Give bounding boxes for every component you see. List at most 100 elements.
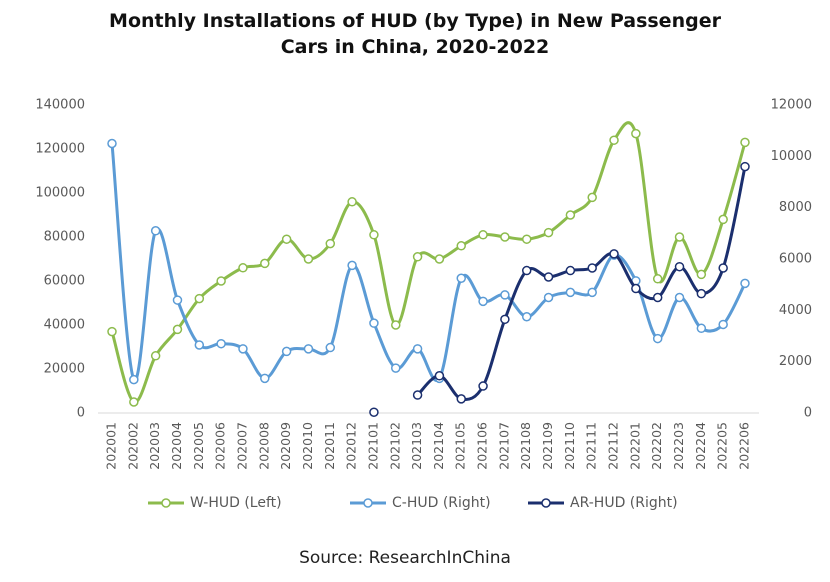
point xyxy=(347,197,357,207)
y2-tick-label: 0 xyxy=(804,406,812,421)
series-line xyxy=(110,143,747,383)
point xyxy=(521,234,532,244)
x-tick-label: 202006 xyxy=(213,422,228,470)
point xyxy=(150,351,161,361)
point xyxy=(107,138,117,149)
point xyxy=(652,274,663,284)
point xyxy=(696,269,707,280)
x-tick-label: 202202 xyxy=(649,422,664,470)
x-tick-label: 202009 xyxy=(278,422,293,470)
legend-marker xyxy=(363,498,373,508)
x-tick-label: 202101 xyxy=(365,422,380,470)
point xyxy=(500,232,510,242)
x-tick-label: 202110 xyxy=(562,422,577,470)
point xyxy=(216,276,226,286)
y2-tick-label: 12000 xyxy=(771,98,812,113)
x-tick-label: 202205 xyxy=(715,422,730,470)
point xyxy=(478,381,488,391)
point xyxy=(456,273,466,283)
point xyxy=(609,249,619,259)
y2-tick-label: 6000 xyxy=(779,252,812,267)
point xyxy=(718,319,728,330)
x-tick-label: 202004 xyxy=(169,422,184,470)
point xyxy=(194,293,205,304)
x-tick-label: 202206 xyxy=(737,422,752,470)
point xyxy=(434,371,445,381)
point xyxy=(478,230,488,240)
x-tick-label: 202111 xyxy=(584,422,599,470)
y-tick-label: 20000 xyxy=(44,362,85,377)
point xyxy=(696,323,707,334)
point xyxy=(521,265,532,276)
point xyxy=(521,312,532,322)
y-tick-label: 40000 xyxy=(44,318,85,333)
point xyxy=(412,252,423,262)
legend-label: W-HUD (Left) xyxy=(190,495,282,511)
x-tick-label: 202201 xyxy=(627,422,642,470)
point xyxy=(194,340,205,350)
y-tick-label: 140000 xyxy=(35,98,85,113)
legend-marker xyxy=(161,498,171,508)
point xyxy=(391,363,401,373)
point xyxy=(412,390,423,400)
y-tick-label: 0 xyxy=(77,406,85,421)
x-tick-label: 202203 xyxy=(671,422,686,470)
source: Source: ResearchInChina xyxy=(299,548,511,568)
x-tick-label: 202112 xyxy=(606,422,621,470)
point xyxy=(587,263,597,273)
y-tick-label: 60000 xyxy=(44,274,85,289)
point xyxy=(631,128,641,139)
x-tick-label: 202108 xyxy=(518,422,533,470)
point xyxy=(587,192,597,203)
point xyxy=(325,342,336,353)
x-tick-label: 202011 xyxy=(322,422,337,470)
point xyxy=(412,344,423,354)
point xyxy=(565,210,576,220)
x-tick-label: 202103 xyxy=(409,422,424,470)
x-tick-label: 202106 xyxy=(475,422,490,470)
x-tick-label: 202005 xyxy=(191,422,206,470)
x-tick-label: 202102 xyxy=(387,422,402,470)
y-tick-label: 80000 xyxy=(44,230,85,245)
point xyxy=(696,288,707,299)
x-tick-label: 202107 xyxy=(496,422,511,470)
point xyxy=(565,265,576,276)
x-tick-label: 202204 xyxy=(693,422,708,470)
chart-title: Monthly Installations of HUD (by Type) i… xyxy=(109,10,721,58)
point xyxy=(674,292,685,303)
point xyxy=(456,394,466,404)
point xyxy=(500,314,510,325)
x-tick-label: 202007 xyxy=(234,422,249,470)
point xyxy=(303,344,314,354)
point xyxy=(325,238,336,249)
point xyxy=(369,230,379,240)
point xyxy=(238,344,248,354)
x-tick-label: 202008 xyxy=(256,422,271,470)
y2-tick-label: 10000 xyxy=(771,149,812,164)
point xyxy=(587,287,597,298)
point xyxy=(674,261,685,272)
point xyxy=(260,373,270,384)
point xyxy=(129,374,139,385)
x-tick-label: 202109 xyxy=(540,422,555,470)
point xyxy=(631,283,641,294)
point xyxy=(369,407,379,417)
series-line xyxy=(110,121,747,404)
y2-tick-label: 4000 xyxy=(779,303,812,318)
y2-tick-label: 8000 xyxy=(779,200,812,215)
point xyxy=(129,397,139,407)
y-tick-label: 120000 xyxy=(35,142,85,157)
point xyxy=(478,296,488,307)
legend-marker xyxy=(541,498,551,508)
point xyxy=(718,214,728,225)
point xyxy=(543,227,554,238)
x-tick-label: 202010 xyxy=(300,422,315,470)
point xyxy=(369,318,379,328)
point xyxy=(740,278,750,289)
point xyxy=(565,287,576,298)
x-tick-label: 202001 xyxy=(104,422,119,470)
point xyxy=(652,333,663,344)
point xyxy=(543,292,554,303)
series-line xyxy=(416,166,747,401)
